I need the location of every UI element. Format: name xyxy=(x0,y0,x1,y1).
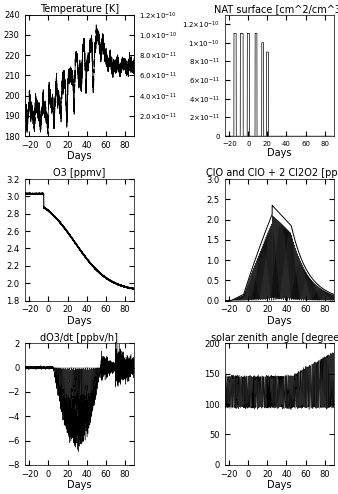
Title: solar zenith angle [degrees]: solar zenith angle [degrees] xyxy=(211,332,338,342)
X-axis label: Days: Days xyxy=(67,152,92,162)
X-axis label: Days: Days xyxy=(267,316,292,326)
X-axis label: Days: Days xyxy=(67,480,92,490)
Title: NAT surface [cm^2/cm^3]: NAT surface [cm^2/cm^3] xyxy=(214,4,338,14)
X-axis label: Days: Days xyxy=(267,148,292,159)
Title: O3 [ppmv]: O3 [ppmv] xyxy=(53,168,105,178)
Title: Temperature [K]: Temperature [K] xyxy=(40,4,119,14)
X-axis label: Days: Days xyxy=(67,316,92,326)
Title: dO3/dt [ppbv/h]: dO3/dt [ppbv/h] xyxy=(41,332,118,342)
X-axis label: Days: Days xyxy=(267,480,292,490)
Title: ClO and ClO + 2 Cl2O2 [ppbv]: ClO and ClO + 2 Cl2O2 [ppbv] xyxy=(206,168,338,178)
